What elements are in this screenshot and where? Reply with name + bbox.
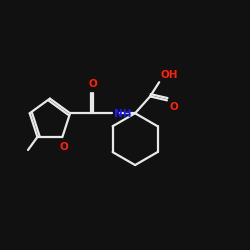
Text: O: O bbox=[169, 102, 178, 113]
Text: OH: OH bbox=[160, 70, 178, 80]
Text: O: O bbox=[59, 142, 68, 152]
Text: NH: NH bbox=[114, 109, 132, 119]
Text: O: O bbox=[88, 79, 97, 89]
